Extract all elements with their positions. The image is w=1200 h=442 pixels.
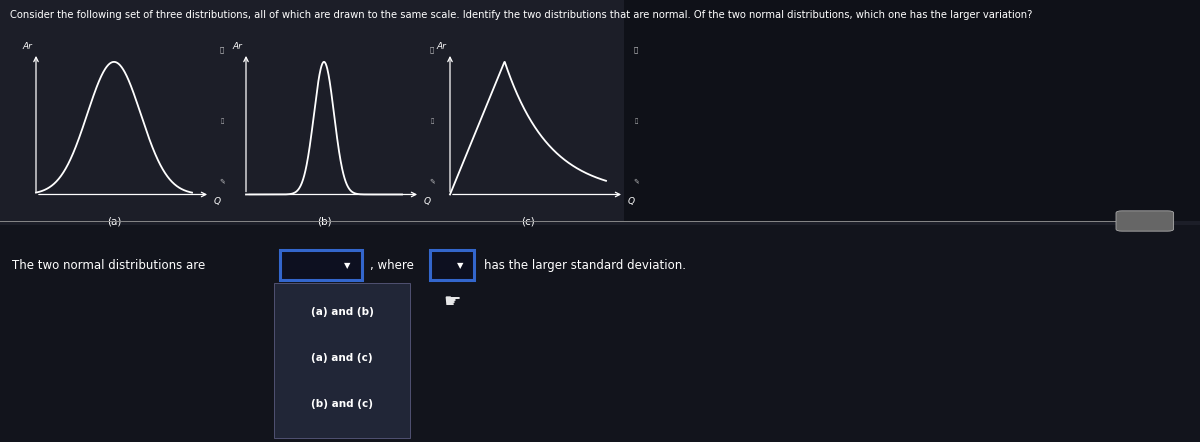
Text: 🔍: 🔍 xyxy=(431,119,433,124)
Text: ▼: ▼ xyxy=(457,261,463,270)
FancyBboxPatch shape xyxy=(274,283,410,438)
Text: Consider the following set of three distributions, all of which are drawn to the: Consider the following set of three dist… xyxy=(10,10,1032,20)
Bar xyxy=(624,0,1200,221)
Text: The two normal distributions are: The two normal distributions are xyxy=(12,259,205,272)
Text: (b): (b) xyxy=(317,217,331,227)
Text: 🔍: 🔍 xyxy=(220,46,224,53)
Text: Q: Q xyxy=(214,197,221,206)
Text: (a) and (b): (a) and (b) xyxy=(311,307,373,316)
Text: Ar: Ar xyxy=(23,42,32,51)
Text: ☛: ☛ xyxy=(443,292,461,311)
Text: ✎: ✎ xyxy=(430,178,434,184)
Text: 🔍: 🔍 xyxy=(635,119,637,124)
Text: (a): (a) xyxy=(107,217,121,227)
Text: Q: Q xyxy=(628,197,635,206)
Text: Q: Q xyxy=(424,197,431,206)
Text: 🔍: 🔍 xyxy=(221,119,223,124)
FancyBboxPatch shape xyxy=(1116,211,1174,231)
Text: 🔍: 🔍 xyxy=(634,46,638,53)
Text: Ar: Ar xyxy=(233,42,242,51)
Text: ✎: ✎ xyxy=(634,178,638,184)
Text: 🔍: 🔍 xyxy=(430,46,434,53)
FancyBboxPatch shape xyxy=(280,250,362,280)
Text: (b) and (c): (b) and (c) xyxy=(311,399,373,409)
Text: (a) and (c): (a) and (c) xyxy=(311,353,373,363)
Text: (c): (c) xyxy=(521,217,535,227)
Text: ▼: ▼ xyxy=(344,261,350,270)
Bar xyxy=(0,225,1200,442)
FancyBboxPatch shape xyxy=(430,250,474,280)
Text: ✎: ✎ xyxy=(220,178,224,184)
Text: , where: , where xyxy=(370,259,414,272)
Text: Ar: Ar xyxy=(437,42,446,51)
Text: has the larger standard deviation.: has the larger standard deviation. xyxy=(484,259,685,272)
